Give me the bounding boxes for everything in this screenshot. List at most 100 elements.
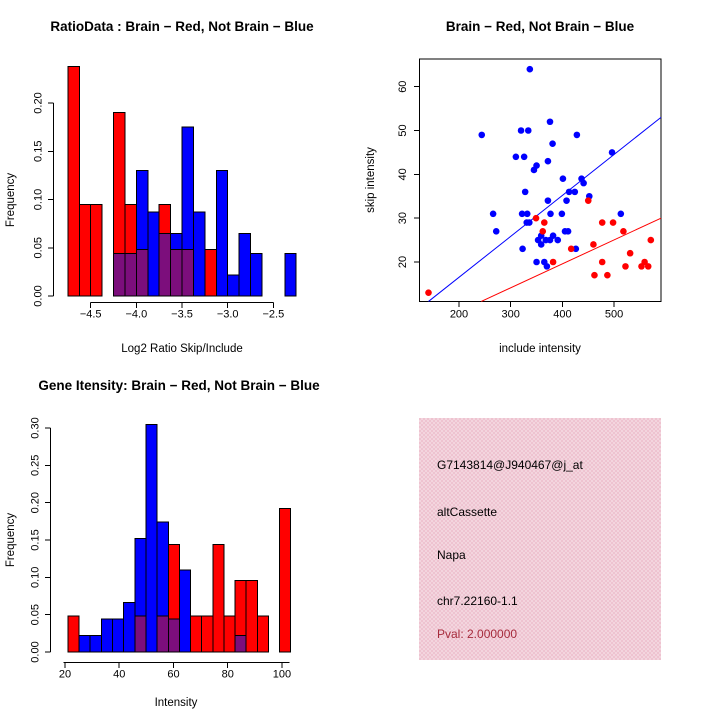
hist-bar — [256, 615, 269, 653]
blue-point — [573, 131, 581, 139]
red-point — [644, 263, 652, 270]
hist-bar — [192, 211, 206, 297]
red-point — [549, 258, 557, 266]
scatter-yaxis-label: skip intensity — [365, 147, 377, 213]
blue-point — [558, 210, 566, 218]
y-tick-label: 0.05 — [30, 604, 42, 625]
gene-yaxis-label: Frequency — [5, 513, 17, 568]
hist-bar — [250, 253, 263, 297]
x-tick-label: 80 — [222, 669, 234, 681]
red-point — [591, 271, 598, 279]
blue-point — [524, 127, 532, 134]
x-tick-label: −3.0 — [217, 309, 239, 321]
hist-bar — [223, 615, 236, 653]
hist-bar — [67, 65, 80, 297]
x-tick-label: −3.5 — [171, 309, 193, 321]
blue-point — [608, 149, 616, 156]
hist-bar-overlap — [158, 232, 172, 297]
y-tick-label: 0.15 — [32, 141, 44, 162]
hist-bar — [78, 203, 92, 297]
blue-point — [478, 131, 486, 139]
blue-point — [533, 258, 540, 266]
blue-point — [580, 179, 587, 187]
hist-bar-overlap — [113, 253, 126, 297]
blue-point — [526, 65, 534, 73]
red-point — [620, 228, 627, 235]
blue-point — [543, 263, 551, 270]
ratio-histogram-title: RatioData : Brain − Red, Not Brain − Blu… — [50, 19, 314, 34]
x-tick-label: 20 — [59, 669, 71, 681]
blue-point — [512, 153, 520, 161]
blue-point — [544, 157, 552, 165]
x-tick-label: 40 — [113, 669, 125, 681]
ratio-yaxis-label: Frequency — [5, 173, 17, 228]
hist-bar — [90, 203, 103, 297]
y-tick-label: 0.10 — [30, 567, 42, 588]
hist-bar — [89, 635, 102, 653]
blue-point — [563, 197, 570, 204]
x-tick-label: 100 — [273, 669, 291, 681]
red-point — [598, 219, 606, 226]
blue-point — [544, 197, 552, 204]
hist-bar — [215, 170, 229, 297]
red-point — [604, 271, 611, 279]
hist-bar — [123, 602, 136, 653]
hist-bar-overlap — [135, 249, 149, 297]
hist-bar-overlap — [124, 253, 137, 297]
red-point — [598, 258, 606, 266]
blue-point — [523, 210, 531, 218]
gene-histogram-layer: 0.00 0.05 0.10 0.15 0.20 0.25 0.30 20 40 60 80 100 — [30, 417, 291, 680]
hist-bar — [279, 508, 292, 653]
probe-id-text: G7143814@J940467@j_at — [437, 458, 583, 472]
blue-point — [517, 127, 525, 134]
y-tick-label: 0.10 — [32, 189, 44, 210]
hist-bar-overlap — [134, 615, 147, 653]
blue-point — [554, 236, 562, 244]
gene-name-text: Napa — [437, 548, 466, 562]
locus-text: chr7.22160-1.1 — [437, 594, 518, 608]
plot-box — [418, 58, 662, 303]
hist-bar — [67, 615, 80, 653]
red-point — [626, 249, 634, 257]
hist-bar — [190, 615, 203, 653]
blue-point — [559, 175, 567, 183]
hist-bar — [145, 423, 158, 653]
y-tick-label: 0.15 — [30, 529, 42, 550]
red-point — [609, 219, 617, 226]
hist-bar — [147, 211, 160, 297]
hist-bar — [245, 579, 258, 653]
x-tick-label: 500 — [605, 309, 623, 321]
gene-xaxis-label: Intensity — [155, 697, 198, 709]
hist-bar — [238, 232, 252, 297]
red-point — [541, 219, 548, 226]
hist-bar — [178, 569, 192, 653]
red-point — [590, 241, 597, 248]
blue-point — [492, 228, 500, 235]
blue-point — [526, 219, 533, 226]
red-fit-line — [481, 217, 662, 302]
blue-point — [572, 245, 580, 253]
blue-point — [564, 228, 572, 235]
ratio-xaxis-label: Log2 Ratio Skip/Include — [121, 343, 242, 355]
x-tick-label: 400 — [553, 309, 571, 321]
red-point — [584, 197, 592, 204]
blue-fit-line — [428, 116, 662, 302]
y-tick-label: 0.05 — [32, 237, 44, 258]
hist-bar — [78, 635, 91, 653]
y-tick-label: 60 — [397, 81, 409, 93]
y-tick-label: 0.30 — [30, 417, 42, 438]
y-tick-label: 0.20 — [32, 92, 44, 113]
hist-bar — [100, 618, 113, 653]
red-point — [567, 245, 575, 253]
hist-bar-overlap — [170, 249, 183, 297]
hist-bar-overlap — [181, 249, 194, 297]
y-tick-label: 50 — [397, 124, 409, 136]
blue-point — [571, 188, 579, 196]
scatter-xaxis-label: include intensity — [499, 343, 581, 355]
hist-bar-overlap — [167, 618, 180, 653]
scatter-title: Brain − Red, Not Brain − Blue — [446, 19, 635, 34]
blue-point — [549, 232, 557, 240]
blue-point — [546, 118, 554, 126]
y-tick-label: 20 — [397, 256, 409, 268]
